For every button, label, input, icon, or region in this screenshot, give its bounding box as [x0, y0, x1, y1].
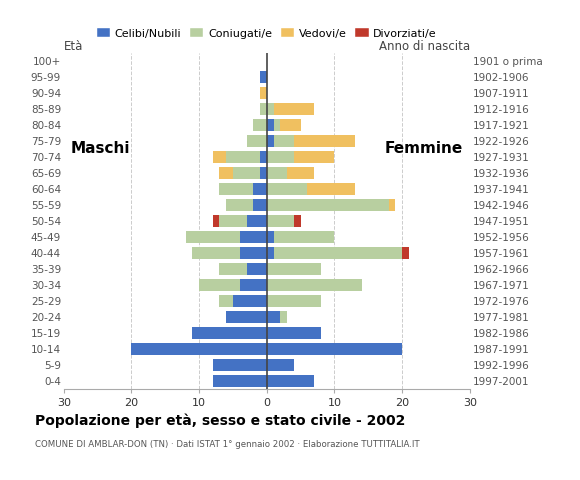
Bar: [219, 167, 233, 179]
Text: Età: Età: [64, 40, 83, 53]
Bar: [267, 359, 294, 371]
Bar: [219, 215, 246, 227]
Bar: [294, 134, 355, 147]
Bar: [219, 295, 233, 307]
Bar: [260, 151, 267, 163]
Bar: [267, 295, 321, 307]
Bar: [253, 119, 267, 131]
Bar: [267, 167, 287, 179]
Bar: [253, 182, 267, 195]
Bar: [267, 343, 402, 355]
Bar: [267, 311, 280, 323]
Bar: [246, 215, 267, 227]
Bar: [267, 199, 389, 211]
Bar: [226, 311, 267, 323]
Bar: [213, 151, 226, 163]
Bar: [267, 230, 274, 243]
Text: Maschi: Maschi: [71, 141, 130, 156]
Bar: [253, 199, 267, 211]
Bar: [240, 247, 267, 259]
Bar: [260, 86, 267, 99]
Bar: [213, 215, 219, 227]
Bar: [219, 263, 246, 275]
Bar: [274, 247, 402, 259]
Bar: [267, 326, 321, 339]
Bar: [219, 182, 253, 195]
Bar: [389, 199, 396, 211]
Bar: [246, 134, 267, 147]
Bar: [240, 230, 267, 243]
Bar: [274, 103, 314, 115]
Bar: [280, 119, 300, 131]
Bar: [240, 278, 267, 291]
Bar: [307, 182, 355, 195]
Bar: [132, 343, 267, 355]
Bar: [233, 167, 260, 179]
Legend: Celibi/Nubili, Coniugati/e, Vedovi/e, Divorziati/e: Celibi/Nubili, Coniugati/e, Vedovi/e, Di…: [97, 28, 437, 38]
Bar: [294, 215, 300, 227]
Bar: [267, 263, 321, 275]
Bar: [267, 278, 361, 291]
Bar: [246, 263, 267, 275]
Bar: [193, 326, 267, 339]
Bar: [226, 199, 253, 211]
Bar: [260, 103, 267, 115]
Bar: [267, 182, 307, 195]
Bar: [287, 167, 314, 179]
Bar: [213, 359, 267, 371]
Bar: [280, 311, 287, 323]
Bar: [267, 134, 274, 147]
Bar: [260, 167, 267, 179]
Bar: [267, 374, 314, 387]
Bar: [226, 151, 260, 163]
Text: COMUNE DI AMBLAR-DON (TN) · Dati ISTAT 1° gennaio 2002 · Elaborazione TUTTITALIA: COMUNE DI AMBLAR-DON (TN) · Dati ISTAT 1…: [35, 440, 419, 449]
Bar: [199, 278, 240, 291]
Bar: [402, 247, 409, 259]
Text: Femmine: Femmine: [385, 141, 463, 156]
Text: Anno di nascita: Anno di nascita: [379, 40, 470, 53]
Bar: [274, 119, 280, 131]
Text: Popolazione per età, sesso e stato civile - 2002: Popolazione per età, sesso e stato civil…: [35, 413, 405, 428]
Bar: [193, 247, 240, 259]
Bar: [274, 230, 335, 243]
Bar: [294, 151, 335, 163]
Bar: [233, 295, 267, 307]
Bar: [186, 230, 240, 243]
Bar: [267, 151, 294, 163]
Bar: [213, 374, 267, 387]
Bar: [267, 247, 274, 259]
Bar: [267, 119, 274, 131]
Bar: [260, 71, 267, 83]
Bar: [267, 103, 274, 115]
Bar: [267, 215, 294, 227]
Bar: [274, 134, 294, 147]
